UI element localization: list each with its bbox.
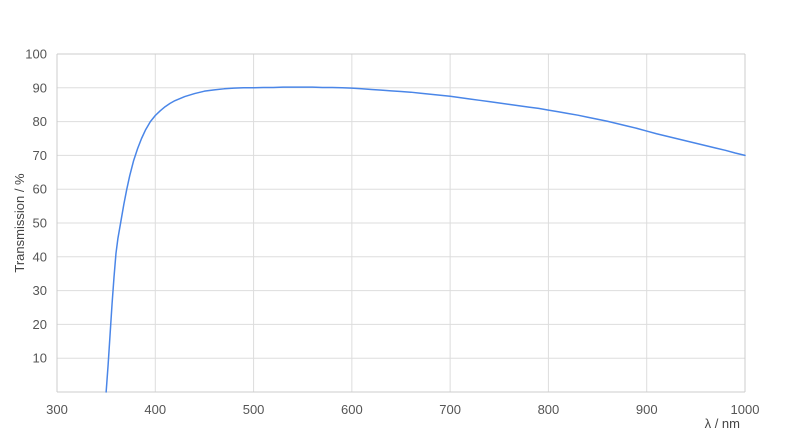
y-tick-label: 50 bbox=[33, 216, 47, 231]
y-tick-labels: 10 20 30 40 50 60 70 80 90 100 bbox=[25, 47, 47, 366]
x-axis-title: λ / nm bbox=[705, 416, 740, 431]
y-tick-label: 80 bbox=[33, 114, 47, 129]
x-tick-label: 400 bbox=[144, 402, 166, 417]
y-tick-label: 10 bbox=[33, 351, 47, 366]
y-tick-label: 100 bbox=[25, 47, 47, 62]
x-tick-label: 600 bbox=[341, 402, 363, 417]
y-axis-title: Transmission / % bbox=[12, 173, 27, 273]
x-tick-label: 1000 bbox=[731, 402, 760, 417]
y-tick-label: 40 bbox=[33, 249, 47, 264]
plot-frame bbox=[56, 53, 746, 393]
y-tick-label: 30 bbox=[33, 283, 47, 298]
x-tick-label: 700 bbox=[439, 402, 461, 417]
y-tick-label: 70 bbox=[33, 148, 47, 163]
y-tick-label: 90 bbox=[33, 80, 47, 95]
x-tick-labels: 300 400 500 600 700 800 900 1000 bbox=[46, 402, 759, 417]
y-tick-label: 60 bbox=[33, 182, 47, 197]
y-tick-label: 20 bbox=[33, 317, 47, 332]
x-tick-label: 800 bbox=[538, 402, 560, 417]
x-tick-label: 300 bbox=[46, 402, 68, 417]
x-gridlines bbox=[154, 54, 648, 392]
series-line bbox=[105, 86, 746, 393]
x-tick-label: 900 bbox=[636, 402, 658, 417]
x-tick-label: 500 bbox=[243, 402, 265, 417]
data-series-group bbox=[105, 86, 746, 393]
